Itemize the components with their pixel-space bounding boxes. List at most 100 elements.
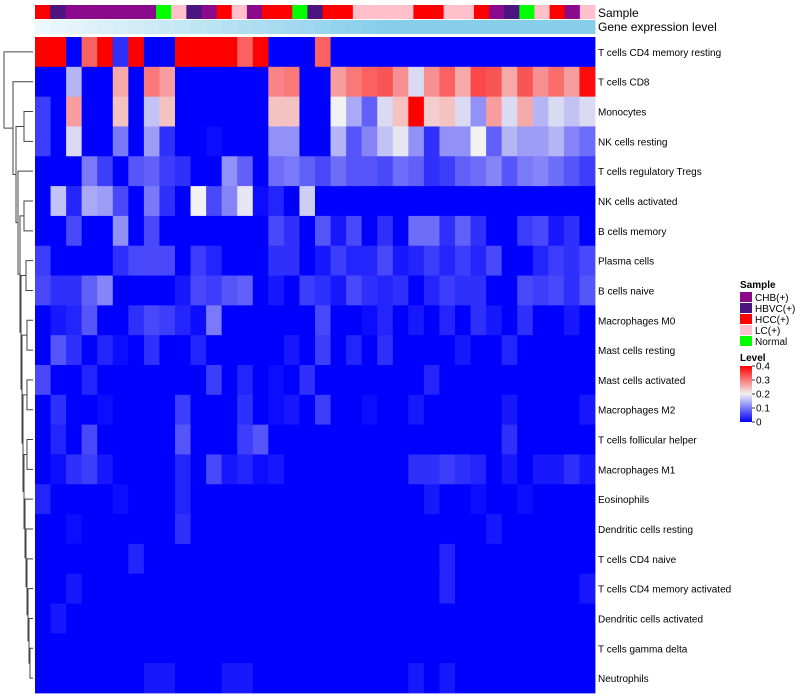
heatmap-cell — [268, 633, 285, 664]
expression-annotation-cell — [112, 20, 129, 34]
heatmap-cell — [563, 126, 580, 157]
heatmap-cell — [377, 454, 394, 485]
heatmap-cell — [517, 335, 534, 366]
heatmap-cell — [470, 96, 487, 127]
heatmap-cell — [175, 335, 191, 366]
heatmap-cell — [423, 66, 440, 98]
heatmap-cell — [299, 603, 316, 634]
heatmap-cell — [423, 424, 440, 455]
heatmap-cell — [112, 126, 129, 157]
heatmap-cell — [81, 156, 98, 187]
row-label: Macrophages M0 — [598, 316, 676, 327]
heatmap-cell — [346, 305, 363, 336]
heatmap-cell — [423, 454, 440, 485]
heatmap-cell — [221, 275, 238, 306]
heatmap-cell — [532, 573, 549, 604]
expression-annotation-cell — [283, 20, 300, 34]
heatmap-cell — [81, 365, 98, 396]
sample-annotation-cell — [322, 5, 339, 19]
heatmap-cell — [315, 156, 331, 187]
heatmap-cell — [128, 573, 145, 604]
heatmap-cell — [283, 454, 300, 485]
heatmap-cell — [423, 573, 440, 604]
heatmap-cell — [330, 424, 347, 455]
heatmap-cell — [423, 633, 440, 664]
heatmap-cell — [221, 37, 238, 68]
heatmap-cell — [517, 245, 534, 276]
heatmap-cell — [190, 365, 207, 396]
heatmap-cell — [361, 66, 378, 98]
heatmap-cell — [501, 603, 518, 634]
heatmap-cell — [439, 543, 456, 575]
heatmap-cell — [190, 275, 207, 306]
heatmap-cell — [221, 514, 238, 545]
heatmap-cell — [408, 663, 425, 694]
heatmap-cell — [299, 37, 316, 68]
heatmap-cell — [579, 633, 596, 664]
heatmap-cell — [455, 454, 471, 485]
heatmap-cell — [112, 514, 129, 545]
heatmap-cell — [455, 424, 471, 455]
heatmap-cell — [315, 305, 331, 336]
heatmap-cell — [206, 514, 223, 545]
heatmap-cell — [112, 96, 129, 127]
level-tick-label: 0.1 — [756, 404, 770, 415]
heatmap-cell — [221, 394, 238, 426]
heatmap-cell — [190, 186, 207, 217]
heatmap-cell — [330, 365, 347, 396]
heatmap-cell — [532, 514, 549, 545]
heatmap-cell — [548, 514, 565, 545]
heatmap-cell — [579, 335, 596, 366]
heatmap-cell — [206, 215, 223, 247]
heatmap-cell — [97, 96, 114, 127]
heatmap-cell — [97, 275, 114, 306]
heatmap-cell — [50, 66, 67, 98]
heatmap-cell — [159, 514, 176, 545]
heatmap-cell — [221, 603, 238, 634]
heatmap-cell — [532, 126, 549, 157]
heatmap-cell — [579, 663, 596, 694]
heatmap-cell — [128, 66, 145, 98]
heatmap-cell — [221, 543, 238, 575]
heatmap-cell — [268, 603, 285, 634]
heatmap-cell — [330, 543, 347, 575]
heatmap-cell — [563, 603, 580, 634]
heatmap-cell — [190, 394, 207, 426]
sample-annotation-cell — [352, 5, 369, 19]
heatmap-cell — [97, 186, 114, 217]
heatmap-cell — [455, 603, 471, 634]
heatmap-cell — [66, 156, 83, 187]
heatmap-cell — [252, 126, 269, 157]
heatmap-cell — [283, 365, 300, 396]
heatmap-cell — [548, 424, 565, 455]
heatmap-cell — [190, 245, 207, 276]
dendrogram-branch — [29, 647, 33, 679]
heatmap-cell — [190, 573, 207, 604]
sample-legend-label: LC(+) — [755, 326, 780, 337]
heatmap-cell — [268, 66, 285, 98]
heatmap-cell — [97, 305, 114, 336]
sample-annotation-cell — [337, 5, 354, 19]
expression-annotation-cell — [252, 20, 269, 34]
heatmap-cell — [517, 633, 534, 664]
heatmap-cell — [299, 633, 316, 664]
heatmap-cell — [159, 156, 176, 187]
heatmap-cell — [361, 37, 378, 68]
heatmap-cell — [283, 394, 300, 426]
heatmap-cell — [439, 126, 456, 157]
heatmap-cell — [330, 305, 347, 336]
heatmap-cell — [315, 394, 331, 426]
expression-annotation-cell — [143, 20, 160, 34]
heatmap-cell — [315, 365, 331, 396]
heatmap-cell — [159, 335, 176, 366]
expression-annotation-cell — [268, 20, 285, 34]
heatmap-cell — [532, 394, 549, 426]
heatmap-cell — [299, 543, 316, 575]
heatmap-cell — [206, 454, 223, 485]
heatmap-cell — [50, 633, 67, 664]
heatmap-cell — [579, 394, 596, 426]
heatmap-cell — [299, 335, 316, 366]
heatmap-cell — [470, 633, 487, 664]
heatmap-cell — [35, 335, 51, 366]
heatmap-cell — [548, 126, 565, 157]
